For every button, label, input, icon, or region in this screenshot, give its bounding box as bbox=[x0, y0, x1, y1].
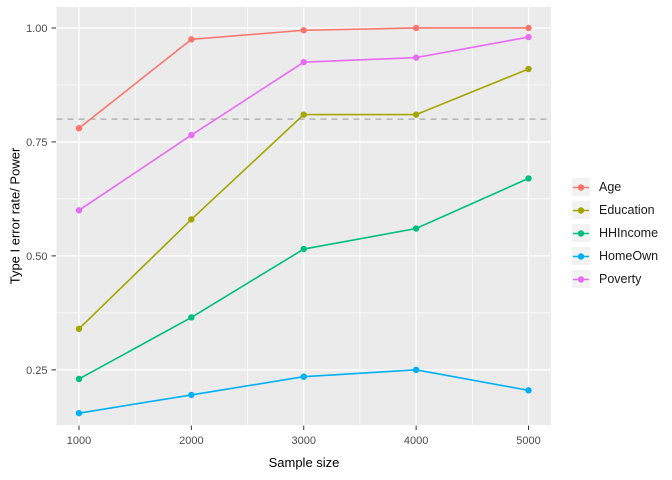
data-point-age bbox=[300, 27, 307, 34]
y-tick-label: 0.50 bbox=[26, 251, 47, 263]
data-point-homeown bbox=[300, 373, 307, 380]
data-point-education bbox=[188, 216, 195, 223]
legend-key-icon bbox=[572, 247, 590, 265]
legend-item-hhincome: HHIncome bbox=[572, 223, 658, 243]
data-point-education bbox=[525, 65, 532, 73]
legend-item-age: Age bbox=[572, 177, 658, 197]
x-tick-label: 1000 bbox=[67, 435, 91, 447]
legend-key-icon bbox=[572, 224, 590, 242]
legend-item-poverty: Poverty bbox=[572, 269, 658, 289]
data-point-homeown bbox=[75, 409, 83, 417]
legend-key-icon bbox=[572, 201, 590, 219]
data-point-age bbox=[188, 36, 195, 43]
legend-label: Poverty bbox=[599, 272, 642, 286]
data-point-education bbox=[300, 111, 307, 118]
data-point-poverty bbox=[525, 33, 532, 41]
data-point-age bbox=[75, 125, 83, 132]
x-tick-label: 2000 bbox=[179, 435, 203, 447]
y-tick-label: 0.75 bbox=[26, 137, 47, 149]
data-point-poverty bbox=[300, 58, 307, 66]
y-tick-label: 1.00 bbox=[26, 23, 47, 35]
data-point-poverty bbox=[412, 54, 420, 61]
x-tick-label: 3000 bbox=[292, 435, 316, 447]
legend-item-homeown: HomeOwn bbox=[572, 246, 658, 266]
data-point-education bbox=[75, 325, 83, 333]
data-point-age bbox=[525, 24, 532, 32]
data-point-hhincome bbox=[188, 314, 195, 321]
data-point-hhincome bbox=[75, 375, 83, 383]
legend-item-education: Education bbox=[572, 200, 658, 220]
data-point-poverty bbox=[75, 207, 83, 214]
legend-key-icon bbox=[572, 178, 590, 196]
legend-label: Age bbox=[599, 180, 622, 194]
legend-label: HHIncome bbox=[599, 226, 659, 240]
legend: Age Education HHIncome HomeOwn Poverty bbox=[572, 177, 658, 289]
y-axis-title: Type I error rate/ Power bbox=[7, 147, 23, 285]
data-point-poverty bbox=[188, 131, 195, 139]
data-point-hhincome bbox=[525, 175, 532, 182]
legend-label: HomeOwn bbox=[599, 249, 659, 263]
y-tick-label: 0.25 bbox=[26, 365, 47, 377]
data-point-hhincome bbox=[412, 225, 420, 232]
x-axis-title: Sample size bbox=[268, 455, 340, 470]
data-point-homeown bbox=[525, 387, 532, 394]
legend-label: Education bbox=[599, 203, 655, 217]
data-point-homeown bbox=[188, 391, 195, 399]
x-tick-label: 5000 bbox=[516, 435, 540, 447]
data-point-hhincome bbox=[300, 245, 307, 253]
data-point-education bbox=[412, 111, 420, 118]
data-point-homeown bbox=[412, 366, 420, 374]
data-point-age bbox=[412, 24, 420, 32]
legend-key-icon bbox=[572, 270, 590, 288]
x-tick-label: 4000 bbox=[404, 435, 428, 447]
